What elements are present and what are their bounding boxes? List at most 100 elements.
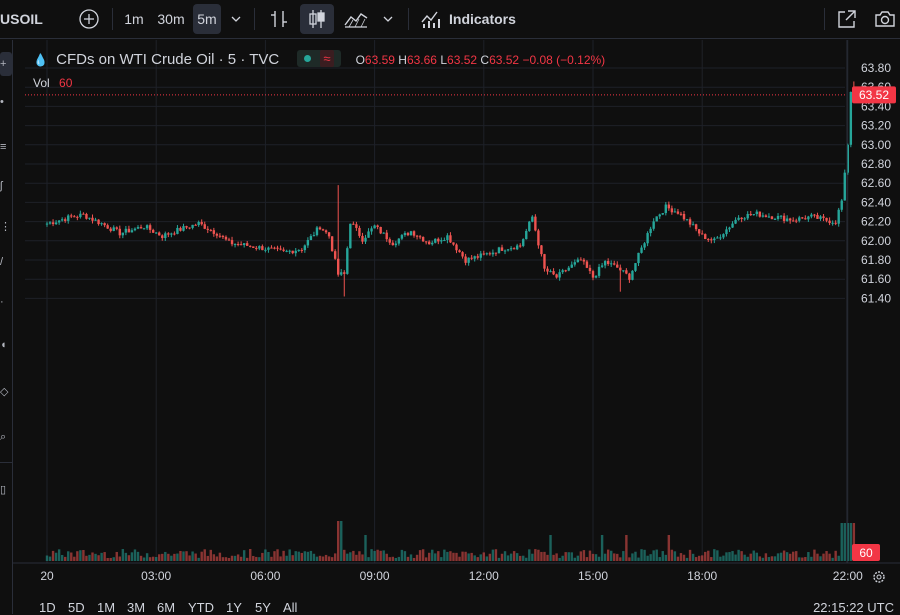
time-axis[interactable]: 20 03:00 06:00 09:00 12:00 15:00 18:00 22:00 [40,569,863,583]
candles-chart-type-button[interactable] [300,4,334,34]
candle-body [249,245,252,247]
candle-body [258,246,261,249]
volume-bar [649,554,652,561]
range-5y-button[interactable]: 5Y [255,600,271,615]
brush-tool-icon[interactable]: / [0,256,4,268]
dot-cursor-tool-icon[interactable]: • [0,96,4,108]
price-tick-label: 62.80 [861,157,891,171]
candle-body [849,92,853,145]
candle-body [91,217,94,221]
volume-bar [613,553,616,561]
candle-body [424,241,428,243]
volume-bar [479,554,482,561]
price-tick-label: 62.00 [861,234,891,248]
candle-body [358,227,361,236]
volume-bar [846,523,849,561]
volume-legend: Vol 60 [33,76,72,90]
candle-body [707,239,710,241]
candle-body [594,275,598,278]
utc-clock[interactable]: 22:15:22 UTC [813,600,894,615]
volume-bar [76,551,79,561]
interval-dropdown-button[interactable] [226,4,246,34]
candle-body [267,247,270,250]
range-ytd-button[interactable]: YTD [188,600,214,615]
volume-bar [676,556,680,561]
range-3m-button[interactable]: 3M [127,600,146,615]
price-chart[interactable]: 63.8063.6063.4063.2063.0062.8062.6062.40… [13,40,900,614]
publish-idea-button[interactable] [834,4,860,34]
candle-body [846,144,849,173]
candle-body [155,232,158,234]
snapshot-button[interactable] [870,4,900,34]
area-chart-type-button[interactable] [340,4,372,34]
indicators-label: Indicators [449,11,516,27]
candle-body [291,250,294,254]
top-toolbar: USOIL 1m 30m 5m [0,0,900,39]
candle-body [801,217,804,219]
candle-body [337,258,340,275]
volume-bar [500,553,504,561]
volume-bar [188,555,191,561]
volume-bar [312,553,316,561]
volume-bar [591,553,595,561]
candle-body [694,224,698,230]
candle-body [279,248,282,250]
symbol-title[interactable]: CFDs on WTI Crude Oil · 5 · TVC [56,51,280,68]
volume-bar [236,554,240,561]
crosshair-tool-icon[interactable]: + [0,52,12,76]
candle-body [606,261,610,264]
candle-body [701,233,704,235]
interval-1m-button[interactable]: 1m [124,11,144,27]
range-all-button[interactable]: All [283,600,298,615]
candle-body [142,228,146,230]
candle-body [831,222,834,224]
range-6m-button[interactable]: 6M [157,600,176,615]
candle-body [176,227,179,234]
volume-bar [461,551,464,561]
interval-5m-button[interactable]: 5m [193,4,221,34]
volume-bar [106,557,109,561]
magnet-tool-icon[interactable]: ▯ [0,484,7,496]
pattern-tool-icon[interactable]: ⋮ [0,221,11,233]
candle-body [121,232,125,236]
range-1d-button[interactable]: 1D [39,600,56,615]
compare-add-symbol-button[interactable] [76,4,102,34]
volume-bar [203,549,206,561]
chart-type-dropdown-button[interactable] [378,4,398,34]
zoom-tool-icon[interactable]: ⌕ [0,431,7,443]
candle-body [779,215,783,217]
indicators-button[interactable]: Indicators [416,4,520,34]
candle-body [758,211,762,217]
candle-body [497,247,501,254]
chart-settings-button[interactable] [873,571,885,583]
volume-bar [318,555,322,561]
candle-body [461,252,464,257]
trend-line-tool-icon[interactable]: ≡ [0,141,7,153]
volume-bar [340,521,343,561]
fib-tool-icon[interactable]: ʃ [0,180,3,192]
text-tool-icon[interactable]: · [0,296,4,308]
volume-bar [834,550,837,561]
volume-bar [349,552,352,561]
volume-bar [737,549,740,561]
measure-tool-icon[interactable]: ◇ [0,386,9,398]
symbol-search[interactable]: USOIL [0,11,43,27]
range-1y-button[interactable]: 1Y [226,600,242,615]
candle-body [804,218,807,220]
volume-bar [658,557,661,561]
bar-chart-type-button[interactable] [264,4,294,34]
candle-body [67,215,70,221]
range-1m-button[interactable]: 1M [97,600,116,615]
time-tick-label: 03:00 [141,569,171,583]
candle-body [118,228,121,236]
interval-30m-button[interactable]: 30m [157,11,185,27]
candle-body [543,254,546,269]
volume-bar [112,557,115,561]
volume-bar [600,535,604,561]
candlesticks [45,81,856,297]
market-status-badge[interactable]: ≈ [297,49,342,67]
smile-tool-icon[interactable]: ◖ [0,339,7,351]
volume-bar [464,551,467,561]
volume-bar [576,555,580,561]
range-5d-button[interactable]: 5D [68,600,85,615]
